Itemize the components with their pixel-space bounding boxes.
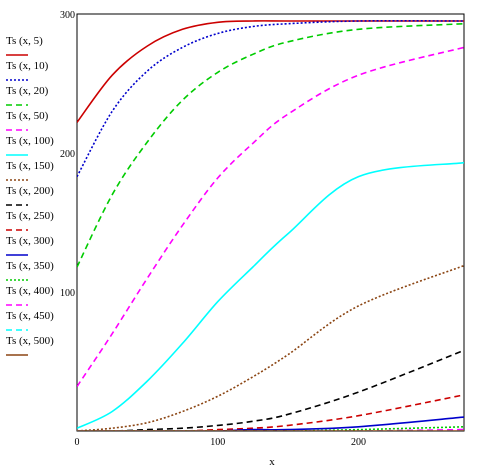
x-tick-label-3: 200: [351, 437, 366, 448]
y-tick-label-3: 300: [60, 10, 75, 21]
series-line-7: [77, 349, 464, 431]
legend-label-4: Ts (x, 50): [6, 110, 49, 122]
x-tick-label-1: 0: [75, 437, 80, 448]
legend-label-6: Ts (x, 150): [6, 160, 54, 172]
x-axis-label: x: [269, 456, 275, 468]
series-line-5: [77, 161, 464, 429]
legend-label-10: Ts (x, 350): [6, 260, 54, 272]
series-layer: [77, 19, 464, 431]
series-line-2: [77, 19, 464, 177]
legend-label-2: Ts (x, 10): [6, 60, 49, 72]
x-tick-label-2: 100: [210, 437, 225, 448]
series-line-3: [77, 22, 464, 268]
legend-label-5: Ts (x, 100): [6, 135, 54, 147]
legend-label-7: Ts (x, 200): [6, 185, 54, 197]
y-tick-label-2: 200: [60, 149, 75, 160]
legend-label-9: Ts (x, 300): [6, 235, 54, 247]
series-line-8: [77, 394, 464, 431]
series-line-6: [77, 264, 464, 431]
legend-label-8: Ts (x, 250): [6, 210, 54, 222]
tick-layer: 100 200 300 0 100 200: [60, 10, 366, 448]
legend-label-3: Ts (x, 20): [6, 85, 49, 97]
legend-label-1: Ts (x, 5): [6, 35, 43, 47]
plot-frame: [76, 13, 465, 432]
series-line-4: [77, 46, 464, 387]
series-line-10: [77, 426, 464, 431]
legend-label-11: Ts (x, 400): [6, 285, 54, 297]
legend-label-13: Ts (x, 500): [6, 335, 54, 347]
legend-label-12: Ts (x, 450): [6, 310, 54, 322]
legend: Ts (x, 5) Ts (x, 10) Ts (x, 20) Ts (x, 50) T…: [6, 35, 54, 356]
series-line-1: [77, 20, 464, 123]
y-tick-label-1: 100: [60, 288, 75, 299]
